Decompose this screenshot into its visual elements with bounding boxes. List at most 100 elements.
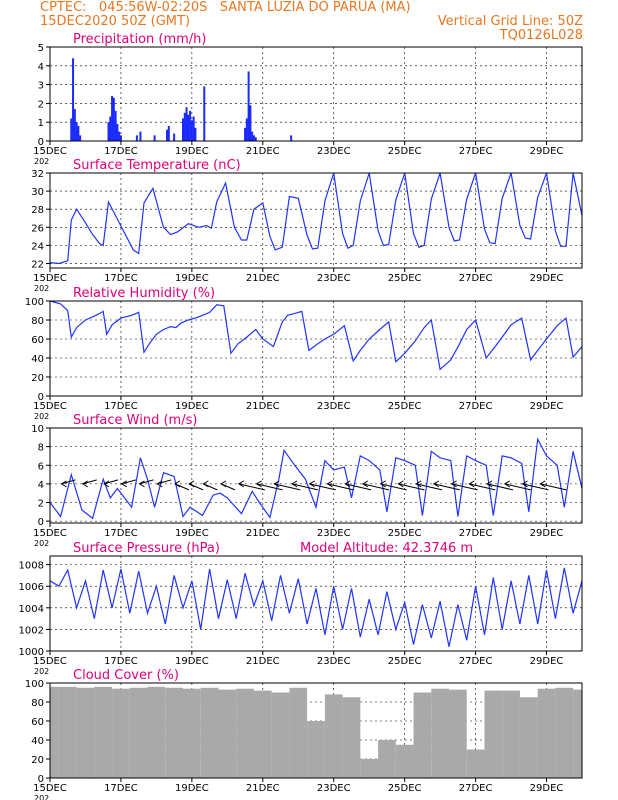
wind-xtick-label: 19DEC [175, 528, 209, 539]
pressure-ytick-label: 1000 [19, 647, 44, 658]
precipitation-bar [251, 131, 254, 141]
precipitation-bar [244, 127, 247, 141]
cloud-cover-bar [324, 694, 343, 778]
wind-arrow-head [291, 480, 298, 488]
wind-arrow-shaft [157, 479, 172, 485]
wind-ytick-label: 10 [31, 424, 44, 435]
cloud-year-fragment: 202 [34, 794, 49, 800]
precipitation-bar [72, 58, 75, 141]
wind-arrow-head [308, 480, 315, 488]
wind-arrow-head [415, 480, 422, 488]
cloud-cover-bar [449, 689, 467, 778]
pressure-ytick-label: 1008 [19, 561, 44, 572]
humidity-xtick-label: 21DEC [246, 401, 280, 412]
humidity-ytick-label: 100 [25, 297, 44, 308]
humidity-xtick-label: 17DEC [104, 401, 138, 412]
wind-arrow-shaft [486, 483, 514, 491]
precipitation-bar [166, 129, 169, 141]
wind-arrow-head [397, 480, 404, 488]
wind-arrow-shaft [522, 483, 549, 491]
wind-arrow-shaft [238, 483, 265, 491]
precipitation-bar [194, 127, 197, 141]
humidity-xtick-label: 23DEC [317, 401, 351, 412]
wind-arrow-head [120, 480, 128, 488]
cloud-cover-bar [253, 690, 272, 778]
cloud-cover-bar [466, 749, 485, 778]
wind-arrow-head [521, 480, 528, 488]
precipitation-xtick-label: 21DEC [246, 146, 280, 157]
cloud-cover-bar [395, 744, 414, 778]
wind-arrow-shaft [309, 483, 336, 491]
wind-ytick-label: 0 [38, 517, 44, 528]
wind-xtick-label: 21DEC [246, 528, 280, 539]
precipitation-ytick-label: 1 [38, 118, 44, 129]
humidity-xtick-label: 25DEC [388, 401, 422, 412]
wind-arrow-head [503, 480, 511, 488]
precipitation-bar [107, 122, 110, 141]
precipitation-bar [190, 120, 193, 141]
cloud-ytick-label: 20 [31, 755, 44, 766]
precipitation-bar [185, 107, 188, 141]
wind-arrow-head [539, 480, 546, 488]
pressure-xtick-label: 21DEC [246, 656, 280, 667]
cloud-cover-bar [484, 690, 503, 778]
wind-arrow-head [432, 480, 440, 488]
cloud-xtick-label: 29DEC [530, 783, 564, 794]
wind-arrow-shaft [103, 479, 119, 485]
precipitation-bar [252, 135, 255, 141]
precipitation-ytick-label: 2 [38, 99, 44, 110]
precipitation-bar [189, 110, 192, 141]
wind-arrow-head [379, 480, 386, 488]
wind-xtick-label: 29DEC [530, 528, 564, 539]
cloud-cover-bar [555, 687, 574, 778]
cloud-xtick-label: 17DEC [104, 783, 138, 794]
humidity-ytick-label: 20 [31, 373, 44, 384]
precipitation-bar [118, 131, 121, 141]
precipitation-xtick-label: 27DEC [459, 146, 493, 157]
wind-arrow-head [81, 480, 89, 488]
precipitation-bar [254, 137, 257, 141]
humidity-series-line [49, 300, 583, 371]
humidity-title: Relative Humidity (%) [73, 286, 215, 301]
humidity-xtick-label: 19DEC [175, 401, 209, 412]
precipitation-bar [182, 118, 184, 141]
humidity-frame [49, 300, 583, 397]
pressure-ytick-label: 1002 [19, 625, 44, 636]
temperature-xtick-label: 25DEC [388, 273, 422, 284]
wind-arrow-shaft [121, 479, 136, 485]
pressure-ytick-label: 1004 [19, 604, 44, 615]
wind-arrow-shaft [61, 479, 76, 485]
header-run-id: TQ0126L028 [499, 28, 583, 43]
humidity-ytick-label: 0 [38, 392, 44, 403]
wind-arrow-head [468, 480, 475, 488]
cloud-cover-bar [360, 759, 379, 778]
cloud-frame [49, 682, 583, 779]
precipitation-ytick-label: 0 [38, 137, 44, 148]
humidity-xtick-label: 29DEC [530, 401, 564, 412]
temperature-series-line [49, 172, 583, 265]
pressure-xtick-label: 15DEC [33, 656, 67, 667]
cloud-cover-bar [378, 740, 396, 778]
wind-ytick-label: 2 [38, 499, 44, 510]
cloud-ytick-label: 80 [31, 698, 44, 709]
wind-xtick-label: 25DEC [388, 528, 422, 539]
cloud-ytick-label: 0 [38, 774, 44, 785]
wind-xtick-label: 17DEC [104, 528, 138, 539]
precipitation-bar [75, 122, 78, 141]
temperature-xtick-label: 17DEC [104, 273, 138, 284]
wind-xtick-label: 23DEC [317, 528, 351, 539]
pressure-ytick-label: 1006 [19, 582, 44, 593]
temperature-frame [49, 172, 583, 269]
humidity-xtick-label: 27DEC [459, 401, 493, 412]
temperature-ytick-label: 26 [31, 223, 44, 234]
wind-arrow-shaft [416, 483, 443, 491]
cloud-cover-bar [519, 697, 538, 778]
wind-arrow-shaft [327, 483, 354, 491]
wind-panel [46, 427, 583, 527]
humidity-xtick-label: 15DEC [33, 401, 67, 412]
cloud-ytick-label: 100 [25, 679, 44, 690]
wind-arrow-shaft [82, 479, 97, 485]
wind-arrow-head [138, 480, 145, 488]
precipitation-bar [249, 105, 252, 141]
wind-frame [49, 427, 583, 524]
